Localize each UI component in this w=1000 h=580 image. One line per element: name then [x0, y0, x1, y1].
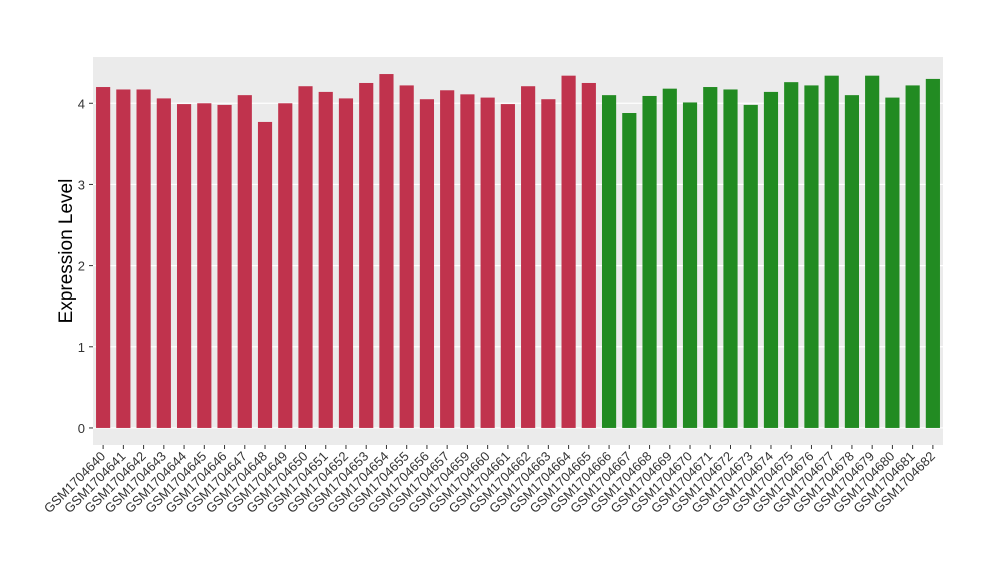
bar: [622, 113, 637, 428]
bar: [885, 97, 900, 428]
bar: [399, 85, 414, 428]
bar: [682, 102, 698, 428]
bar: [156, 98, 171, 428]
bar: [176, 104, 192, 428]
y-axis-label: Expression Level: [56, 179, 77, 324]
bar: [460, 94, 475, 428]
bar: [257, 121, 273, 428]
bar: [541, 99, 556, 428]
y-tick-label: 2: [78, 259, 85, 274]
bar: [642, 95, 657, 428]
bar: [804, 85, 819, 428]
y-tick-label: 1: [78, 340, 85, 355]
bar: [865, 75, 880, 428]
bar: [500, 104, 515, 428]
bar: [723, 89, 738, 428]
bar: [824, 75, 839, 428]
bar: [217, 104, 232, 428]
bar: [480, 97, 495, 428]
bar: [359, 82, 374, 428]
plot-panel: [93, 57, 943, 445]
bar: [844, 95, 860, 428]
bar: [298, 86, 313, 428]
bar: [784, 82, 799, 428]
bar: [703, 87, 718, 428]
bar: [905, 85, 920, 428]
bar: [763, 91, 779, 428]
bar: [601, 95, 617, 428]
bar: [338, 98, 354, 428]
bar: [318, 91, 333, 428]
bar: [581, 82, 596, 428]
bar: [278, 103, 293, 428]
bar: [136, 89, 151, 428]
bar: [116, 89, 131, 428]
bar: [561, 75, 576, 428]
bar: [440, 90, 455, 428]
bar: [197, 103, 212, 428]
bar: [743, 104, 758, 428]
y-tick-label: 4: [78, 96, 85, 111]
bar: [521, 86, 536, 428]
y-tick-label: 0: [78, 421, 85, 436]
y-tick-label: 3: [78, 177, 85, 192]
bar: [925, 78, 940, 428]
bar: [96, 87, 111, 428]
bar: [662, 88, 677, 428]
bar: [419, 99, 435, 428]
bar: [237, 95, 252, 428]
bar: [379, 74, 394, 428]
